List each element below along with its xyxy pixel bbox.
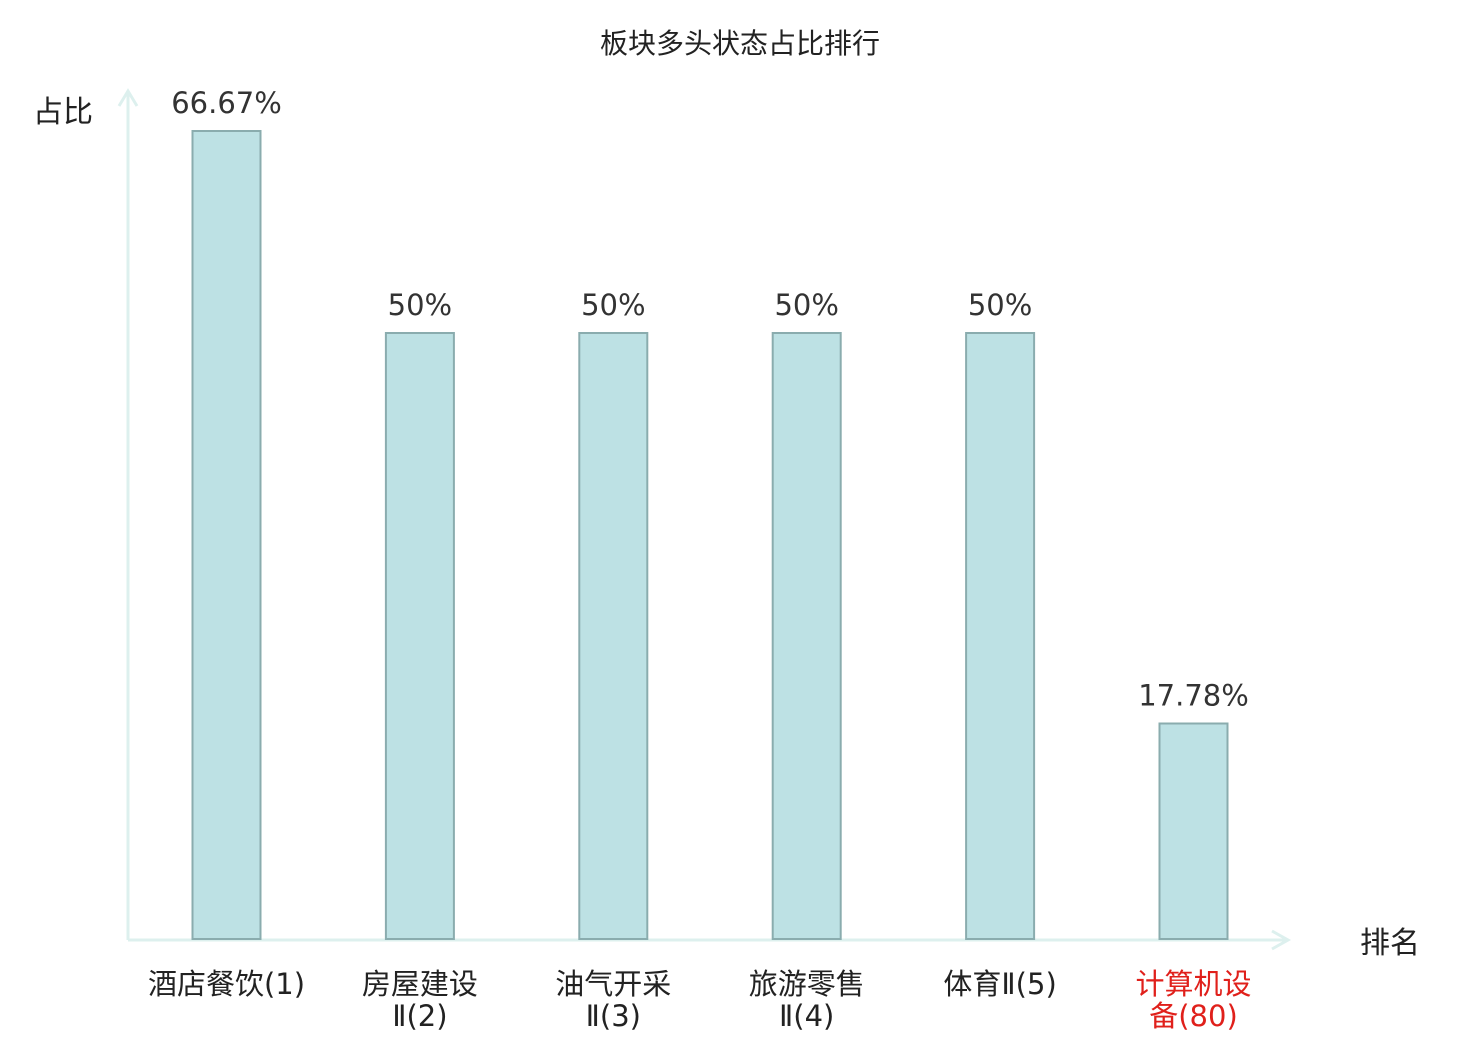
- category-label-line: Ⅱ(4): [779, 999, 834, 1033]
- bar-2: [384, 332, 455, 940]
- category-label-3: 油气开采 Ⅱ(3): [555, 967, 671, 1033]
- category-label-line: Ⅱ(3): [586, 999, 641, 1033]
- category-label-5: 体育Ⅱ(5): [943, 967, 1056, 1001]
- category-label-4: 旅游零售 Ⅱ(4): [749, 967, 865, 1033]
- bar-5: [965, 332, 1036, 940]
- category-label-line: Ⅱ(2): [392, 999, 447, 1033]
- value-label-4: 50%: [774, 288, 838, 322]
- value-label-3: 50%: [581, 288, 645, 322]
- bar-1: [191, 130, 262, 940]
- value-label-1: 66.67%: [171, 86, 282, 120]
- category-label-line: 备(80): [1149, 999, 1238, 1033]
- value-label-6: 17.78%: [1138, 679, 1249, 713]
- category-label-line: 旅游零售: [749, 967, 865, 1001]
- bar-6: [1158, 722, 1229, 940]
- category-label-line: 酒店餐饮(1): [148, 967, 305, 1001]
- category-label-line: 体育Ⅱ(5): [943, 967, 1056, 1001]
- value-label-5: 50%: [968, 288, 1032, 322]
- bars-group: 66.67% 酒店餐饮(1) 50% 房屋建设 Ⅱ(2) 50% 油气开采 Ⅱ(3) 50% 旅游…: [148, 86, 1252, 1033]
- bar-3: [578, 332, 649, 940]
- y-axis-arrow: [117, 88, 139, 107]
- category-label-line: 房屋建设: [362, 967, 478, 1001]
- y-axis-label: 占比: [33, 95, 93, 130]
- bar-4: [771, 332, 842, 940]
- value-label-2: 50%: [388, 288, 452, 322]
- category-label-6: 计算机设备(80): [1135, 967, 1251, 1033]
- category-label-2: 房屋建设 Ⅱ(2): [362, 967, 478, 1033]
- category-label-line: 计算机设: [1135, 967, 1251, 1001]
- chart-title: 板块多头状态占比排行: [600, 27, 880, 60]
- category-label-1: 酒店餐饮(1): [148, 967, 305, 1001]
- x-axis-arrow: [1271, 929, 1292, 951]
- category-label-line: 油气开采: [555, 967, 671, 1001]
- x-axis-label: 排名: [1360, 926, 1420, 961]
